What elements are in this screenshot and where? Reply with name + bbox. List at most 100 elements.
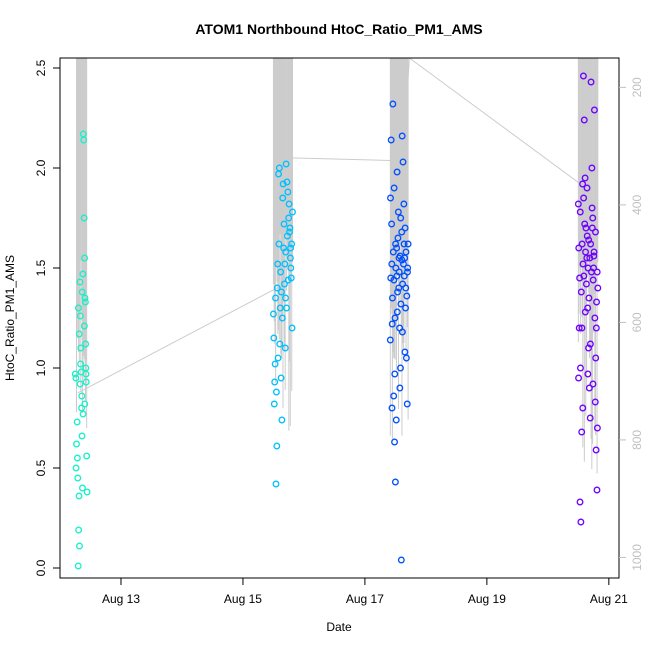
data-point (284, 276, 292, 284)
data-point (82, 378, 90, 386)
x-tick-label: Aug 21 (590, 592, 628, 606)
data-point (283, 304, 291, 312)
data-point (404, 240, 412, 248)
data-point (76, 278, 84, 286)
data-point (398, 132, 406, 140)
data-point (584, 264, 592, 272)
data-point (388, 320, 396, 328)
data-point (282, 294, 289, 302)
data-point (77, 344, 85, 352)
data-point (579, 180, 587, 188)
y2-tick-label: 1000 (630, 544, 644, 571)
plot-frame (59, 57, 620, 579)
data-point (592, 228, 599, 236)
data-point (400, 240, 408, 248)
data-point (73, 454, 81, 462)
data-point (404, 264, 412, 272)
x-axis: Aug 13 Aug 15 Aug 17 Aug 19 Aug 21 (102, 577, 628, 606)
data-point (72, 374, 80, 382)
data-point (270, 334, 278, 342)
data-point (585, 294, 593, 302)
x-tick-label: Aug 13 (102, 592, 140, 606)
data-point (278, 416, 286, 424)
data-point (282, 160, 290, 168)
data-point (76, 380, 84, 388)
data-point (285, 200, 293, 208)
data-point (593, 268, 601, 276)
data-point (592, 324, 600, 332)
y2-tick-label: 800 (630, 430, 644, 450)
data-point (575, 374, 583, 382)
data-point (581, 308, 589, 316)
data-point (591, 398, 599, 406)
data-point (272, 294, 280, 302)
data-point (585, 384, 593, 392)
data-point (397, 300, 405, 308)
data-point (387, 136, 395, 144)
y-tick-label: 2.0 (34, 159, 48, 176)
data-point (401, 224, 409, 232)
data-point (390, 392, 398, 400)
data-point (580, 194, 588, 202)
data-point (401, 348, 409, 356)
data-point (281, 260, 289, 268)
data-point (73, 440, 80, 448)
data-point (285, 214, 293, 222)
data-point (578, 428, 586, 436)
data-point (286, 254, 294, 262)
data-point (75, 492, 83, 500)
data-point (82, 370, 90, 378)
data-point (391, 478, 399, 486)
data-point (277, 268, 285, 276)
data-point (404, 268, 411, 276)
data-point (74, 474, 82, 482)
data-point (271, 378, 279, 386)
data-point (589, 380, 597, 388)
data-point (287, 264, 295, 272)
data-point (592, 446, 600, 454)
data-point (574, 200, 582, 208)
data-point (393, 308, 401, 316)
data-point (272, 480, 280, 488)
data-point (276, 304, 284, 312)
data-point (75, 526, 83, 534)
y2-tick-label: 200 (630, 77, 644, 97)
data-point (575, 244, 583, 252)
data-point (387, 194, 394, 202)
data-point (393, 272, 401, 280)
data-point (585, 344, 592, 352)
data-point (589, 214, 597, 222)
y2-tick-label: 400 (630, 195, 644, 215)
data-point (591, 314, 599, 322)
data-point (399, 158, 407, 166)
data-point (403, 292, 411, 300)
y2-tick-label: 600 (630, 312, 644, 332)
data-point (575, 324, 583, 332)
data-point (582, 248, 589, 256)
data-point (78, 288, 86, 296)
data-point (278, 288, 285, 296)
data-point (583, 184, 591, 192)
data-point (392, 264, 400, 272)
data-point (81, 294, 89, 302)
data-point (78, 432, 86, 440)
data-point (284, 188, 292, 196)
data-point (277, 374, 285, 382)
data-point (590, 252, 598, 260)
data-point (402, 354, 410, 362)
data-point (398, 328, 406, 336)
data-point (594, 284, 602, 292)
data-point (593, 424, 601, 432)
data-point (275, 164, 283, 172)
data-point (586, 414, 594, 422)
data-point (279, 194, 287, 202)
data-point (394, 288, 401, 296)
data-point (580, 272, 588, 280)
data-point (79, 410, 87, 418)
data-point (584, 370, 592, 378)
data-point (578, 240, 586, 248)
data-point (270, 400, 278, 408)
data-point (577, 364, 584, 372)
data-point (577, 288, 585, 296)
data-point (280, 280, 288, 288)
